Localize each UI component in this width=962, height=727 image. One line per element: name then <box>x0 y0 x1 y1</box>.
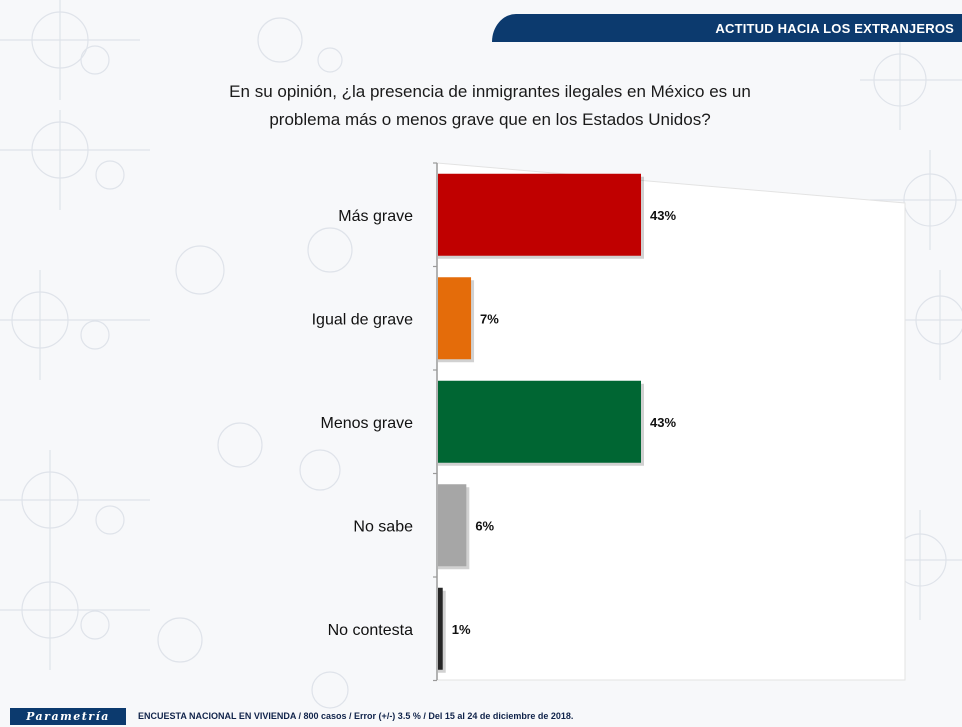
methodology-note: ENCUESTA NACIONAL EN VIVIENDA / 800 caso… <box>138 711 574 721</box>
bar-1 <box>438 173 641 256</box>
bar-5 <box>438 587 443 670</box>
bar-4 <box>438 484 467 567</box>
bar-2 <box>438 277 472 360</box>
category-label: No sabe <box>353 518 413 535</box>
chart-title: En su opinión, ¿la presencia de inmigran… <box>160 78 820 134</box>
chart-title-line-1: En su opinión, ¿la presencia de inmigran… <box>229 82 751 101</box>
category-label: Menos grave <box>321 415 414 432</box>
value-label: 1% <box>452 622 471 637</box>
category-label: No contesta <box>328 622 413 639</box>
section-title: ACTITUD HACIA LOS EXTRANJEROS <box>715 21 954 36</box>
value-label: 6% <box>475 518 494 533</box>
chart-title-line-2: problema más o menos grave que en los Es… <box>269 110 711 129</box>
category-label: Más grave <box>338 208 413 225</box>
value-label: 7% <box>480 311 499 326</box>
value-label: 43% <box>650 415 676 430</box>
brand-logo: Parametría <box>10 708 126 725</box>
bar-3 <box>438 380 641 463</box>
section-header-bar: ACTITUD HACIA LOS EXTRANJEROS <box>492 14 962 42</box>
category-label: Igual de grave <box>312 311 414 328</box>
value-label: 43% <box>650 208 676 223</box>
